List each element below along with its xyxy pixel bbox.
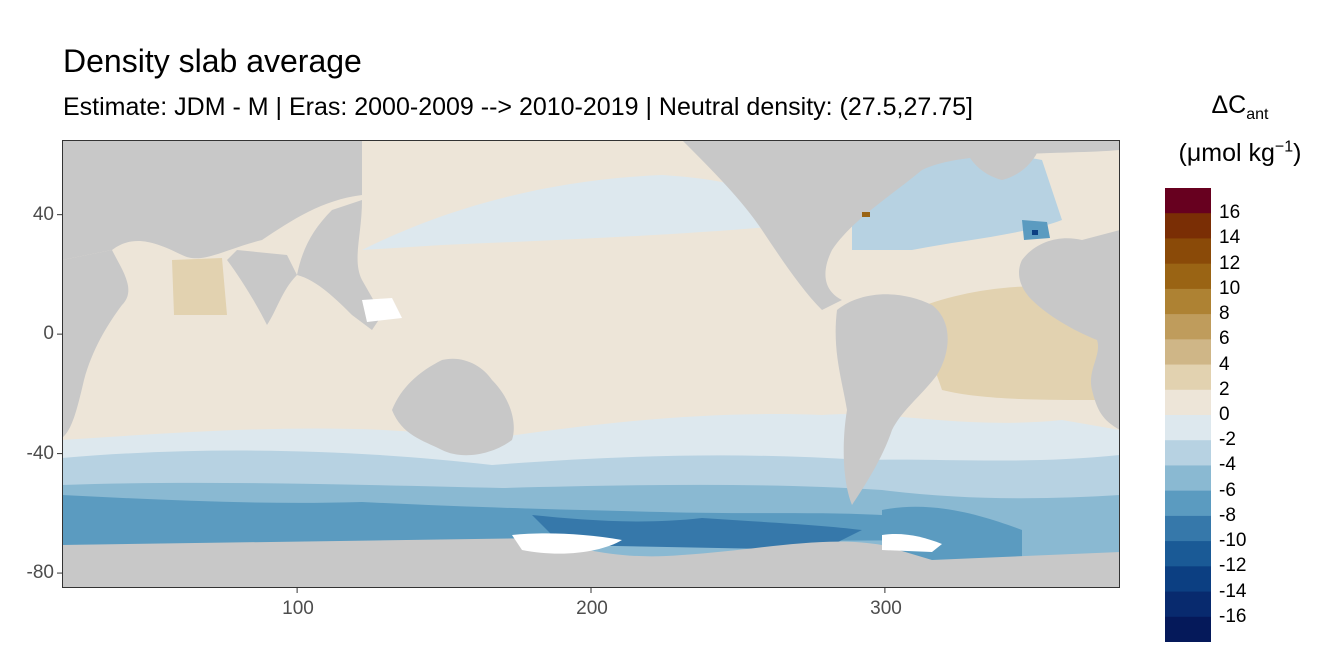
colorbar-label: 14 <box>1219 227 1241 249</box>
colorbar-label: 0 <box>1219 404 1230 425</box>
page-subtitle: Estimate: JDM - M | Eras: 2000-2009 --> … <box>63 93 973 121</box>
land-north-america <box>682 140 1120 310</box>
colorbar-swatch <box>1165 566 1211 593</box>
colorbar-swatch <box>1165 263 1211 290</box>
colorbar-swatch <box>1165 314 1211 340</box>
hotspot-negative <box>1032 230 1038 235</box>
no-data-weddell <box>882 534 942 552</box>
colorbar-swatch <box>1165 415 1211 441</box>
arabian-warm <box>172 258 227 315</box>
colorbar-label: -16 <box>1219 605 1247 627</box>
colorbar-label: -4 <box>1219 454 1236 476</box>
land-greenland <box>962 140 1042 180</box>
page-title: Density slab average <box>63 43 362 79</box>
colorbar-label: 2 <box>1219 378 1230 400</box>
colorbar-swatch <box>1165 188 1211 214</box>
colorbar-swatch <box>1165 541 1211 567</box>
map-panel <box>57 140 1120 593</box>
legend-title-subscript: ant <box>1246 106 1269 123</box>
legend-unit-suffix: ) <box>1293 139 1302 167</box>
y-tick-label: 0 <box>43 323 54 344</box>
x-tick-label: 200 <box>576 598 608 619</box>
colorbar-label: 16 <box>1219 202 1241 224</box>
colorbar-label: -10 <box>1219 530 1247 552</box>
colorbar-swatch <box>1165 465 1211 492</box>
colorbar-swatch <box>1165 440 1211 467</box>
colorbar-label: 6 <box>1219 328 1230 350</box>
north-pacific-minus <box>362 175 792 250</box>
colorbar-swatch <box>1165 238 1211 265</box>
colorbar-swatch <box>1165 490 1211 517</box>
colorbar-label: 4 <box>1219 353 1230 375</box>
colorbar-swatch <box>1165 213 1211 240</box>
colorbar-swatch <box>1165 515 1211 542</box>
no-data-indonesia <box>362 298 402 322</box>
colorbar-swatch <box>1165 364 1211 391</box>
y-tick-label: -80 <box>26 562 54 583</box>
colorbar-label: -8 <box>1219 504 1236 526</box>
y-tick-label: -40 <box>26 443 54 464</box>
x-tick-label: 100 <box>282 598 314 619</box>
y-tick-label: 40 <box>32 204 54 225</box>
hotspot-positive <box>862 212 870 217</box>
colorbar-swatch <box>1165 339 1211 366</box>
land-antarctica <box>62 538 1120 588</box>
land-australia <box>392 358 514 456</box>
land-south-america <box>835 294 948 505</box>
land-africa-east <box>62 250 129 438</box>
axis-ticks <box>57 214 886 593</box>
colorbar-swatch <box>1165 591 1211 618</box>
legend-unit-exponent: −1 <box>1274 138 1294 156</box>
colorbar <box>1165 188 1211 642</box>
legend-unit: (μmol kg−1) <box>1150 138 1330 168</box>
legend-unit-prefix: (μmol kg <box>1178 139 1275 167</box>
no-data-ross <box>512 533 622 554</box>
legend-title-symbol: ΔC <box>1211 91 1247 119</box>
legend-title: ΔCant <box>1150 90 1330 123</box>
colorbar-label: -6 <box>1219 479 1236 501</box>
land-europe-africa <box>1019 230 1120 430</box>
colorbar-label: 8 <box>1219 303 1230 325</box>
x-tick-label: 300 <box>870 598 902 619</box>
map-frame <box>62 140 1120 588</box>
colorbar-label: 12 <box>1219 252 1241 274</box>
colorbar-swatch <box>1165 616 1211 642</box>
colorbar-label: -2 <box>1219 429 1236 451</box>
land-eurasia-west <box>62 140 362 260</box>
land-india <box>227 250 297 325</box>
land-se-asia <box>297 200 382 330</box>
land-group <box>62 140 1120 588</box>
colorbar-label: 10 <box>1219 277 1241 299</box>
colorbar-label: -14 <box>1219 580 1247 602</box>
colorbar-swatch <box>1165 288 1211 315</box>
no-data-group <box>362 298 942 554</box>
colorbar-label: -12 <box>1219 555 1247 577</box>
colorbar-swatch <box>1165 389 1211 416</box>
